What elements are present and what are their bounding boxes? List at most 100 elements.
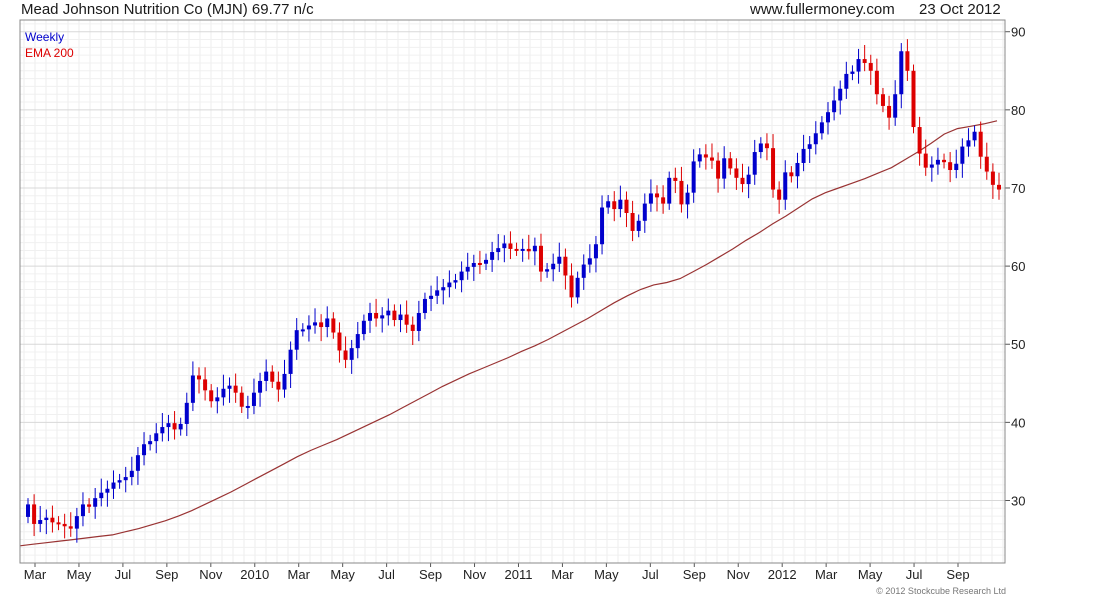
candle-body — [795, 162, 800, 177]
candle-body — [154, 433, 159, 442]
candle-body — [618, 199, 623, 210]
candle-body — [111, 482, 116, 489]
candle-body — [691, 161, 696, 193]
x-tick-label: Nov — [463, 567, 487, 582]
candle-body — [624, 199, 629, 213]
candle-body — [801, 148, 806, 163]
candle-body — [453, 280, 458, 283]
candle-body — [551, 263, 556, 270]
x-tick-label: May — [594, 567, 619, 582]
candle-body — [593, 244, 598, 259]
candle-body — [294, 330, 299, 350]
x-tick-label: Nov — [727, 567, 751, 582]
candle-body — [251, 392, 256, 406]
candle-body — [484, 259, 489, 264]
candle-body — [899, 51, 904, 95]
candle-body — [502, 243, 507, 249]
candle-body — [410, 324, 415, 331]
weekly-price-series — [26, 39, 1001, 543]
candle-body — [398, 314, 403, 321]
candle-body — [966, 140, 971, 147]
candle-body — [606, 201, 611, 208]
x-tick-label: Sep — [419, 567, 442, 582]
y-tick-label: 60 — [1011, 259, 1025, 274]
x-tick-label: Sep — [155, 567, 178, 582]
candle-body — [667, 177, 672, 204]
x-tick-label: Jul — [115, 567, 132, 582]
candle-body — [789, 172, 794, 177]
candle-body — [978, 131, 983, 157]
candle-body — [826, 112, 831, 123]
candle-body — [868, 62, 873, 71]
x-tick-label: May — [67, 567, 92, 582]
candle-body — [166, 423, 171, 428]
candle-body — [587, 258, 592, 265]
candle-body — [954, 163, 959, 171]
candle-body — [740, 177, 745, 185]
candle-body — [288, 349, 293, 374]
candle-body — [258, 380, 263, 393]
candle-body — [404, 314, 409, 325]
candle-body — [856, 59, 861, 72]
candle-body — [917, 127, 922, 154]
candle-body — [545, 269, 550, 272]
x-tick-label: Mar — [815, 567, 838, 582]
candle-body — [935, 159, 940, 165]
candle-body — [56, 522, 61, 525]
candle-body — [87, 504, 92, 507]
candle-body — [709, 157, 714, 161]
candle-body — [422, 298, 427, 313]
x-tick-label: Sep — [683, 567, 706, 582]
candle-body — [441, 287, 446, 291]
candle-body — [942, 159, 947, 163]
candle-body — [471, 262, 476, 267]
candle-body — [44, 517, 49, 521]
candle-body — [557, 256, 562, 264]
candle-body — [905, 51, 910, 71]
candle-body — [960, 146, 965, 164]
x-tick-label: Jul — [906, 567, 923, 582]
candle-body — [648, 193, 653, 204]
x-tick-label: 2010 — [240, 567, 269, 582]
candle-body — [239, 392, 244, 407]
candle-body — [972, 131, 977, 141]
candle-body — [465, 266, 470, 272]
candle-body — [93, 498, 98, 507]
candle-body — [282, 373, 287, 390]
candle-body — [838, 88, 843, 101]
candle-body — [203, 379, 208, 391]
candle-body — [703, 154, 708, 158]
candle-body — [575, 277, 580, 298]
candle-body — [459, 271, 464, 281]
candle-body — [196, 375, 201, 380]
candle-body — [117, 480, 122, 483]
candle-body — [221, 388, 226, 398]
candle-body — [685, 192, 690, 205]
candle-body — [880, 94, 885, 106]
candle-body — [752, 152, 757, 175]
candle-body — [630, 212, 635, 231]
candle-body — [74, 516, 79, 529]
candle-body — [38, 520, 43, 524]
candle-body — [832, 100, 837, 113]
candle-body — [343, 350, 348, 360]
candle-body — [887, 105, 892, 118]
candle-body — [923, 153, 928, 168]
candle-body — [679, 180, 684, 205]
candle-body — [697, 154, 702, 162]
candle-body — [435, 290, 440, 296]
candle-body — [477, 262, 482, 265]
candle-body — [32, 504, 37, 524]
candle-body — [386, 310, 391, 316]
legend-weekly: Weekly — [25, 30, 65, 44]
candle-body — [337, 332, 342, 351]
candle-body — [276, 381, 281, 390]
candle-body — [911, 70, 916, 128]
candle-body — [227, 385, 232, 389]
candle-body — [807, 144, 812, 149]
x-tick-label: Jul — [378, 567, 395, 582]
candle-body — [734, 168, 739, 178]
y-axis-ticks: 30 40 50 60 70 80 90 — [1005, 25, 1025, 508]
candle-body — [771, 148, 776, 190]
